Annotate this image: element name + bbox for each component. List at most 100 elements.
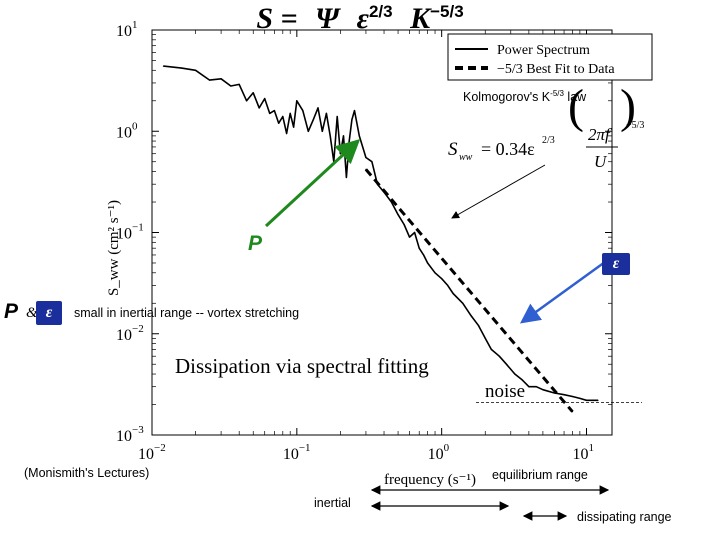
spectrum-point <box>296 100 298 102</box>
spectrum-point <box>418 247 420 249</box>
spectrum-point <box>342 135 345 137</box>
x-tick-label: 100 <box>428 442 450 463</box>
title-k: K <box>410 2 431 35</box>
formula-den: U <box>594 152 608 171</box>
spectrum-point <box>321 130 323 132</box>
spectrum-point <box>514 373 516 375</box>
spectrum-point <box>252 92 254 94</box>
legend: Power Spectrum −5/3 Best Fit to Data <box>447 33 653 81</box>
dissipating-label: dissipating range <box>577 510 672 524</box>
spectrum-point <box>478 325 480 327</box>
spectrum-point <box>181 67 183 69</box>
spectrum-point <box>273 110 275 112</box>
spectrum-point <box>329 135 331 137</box>
legend-label-fit: −5/3 Best Fit to Data <box>497 62 615 77</box>
spectrum-point <box>365 156 367 159</box>
spectrum-point <box>371 161 373 163</box>
spectrum-point <box>403 223 405 226</box>
spectrum-point <box>408 236 411 238</box>
spectrum-point <box>528 386 530 388</box>
spectrum-point <box>286 132 288 135</box>
equilibrium-label: equilibrium range <box>492 468 588 482</box>
series-group <box>162 65 599 413</box>
spectrum-point <box>348 140 350 142</box>
legend-box <box>447 33 653 81</box>
blue-arrow <box>519 260 606 324</box>
spectrum-point <box>325 112 327 114</box>
spectrum-point <box>462 302 464 304</box>
spectrum-point <box>302 110 304 112</box>
spectrum-point <box>339 153 341 155</box>
spectrum-point <box>258 107 260 109</box>
spectrum-point <box>447 284 449 286</box>
spectrum-point <box>312 119 314 121</box>
spectrum-point <box>579 397 581 399</box>
inertial-label: inertial <box>314 496 351 510</box>
kolmogorov-base: Kolmogorov's K <box>463 90 551 105</box>
x-tick-label: 10−1 <box>283 442 311 463</box>
spectrum-point <box>195 69 197 71</box>
formula-paren-right: ) <box>620 80 636 133</box>
spectrum-point <box>246 100 248 102</box>
kolmogorov-exp: -5/3 <box>550 89 564 98</box>
spectrum-point <box>209 79 211 81</box>
spectrum-point <box>434 272 436 274</box>
spectrum-point <box>490 348 492 350</box>
formula-outer-exp: −5/3 <box>626 120 644 131</box>
kolmogorov-tail: law <box>563 90 587 105</box>
spectrum-point <box>571 395 574 398</box>
spectrum-point <box>441 278 443 280</box>
eps-badge-right: ε <box>602 253 630 275</box>
spectrum-point <box>521 379 523 381</box>
spectrum-point <box>345 176 347 178</box>
title-eq: = <box>280 2 298 35</box>
x-tick-label: 101 <box>572 442 594 463</box>
spectrum-point <box>542 389 544 391</box>
spectrum-point <box>414 231 416 234</box>
black-arrow-to-fit <box>451 164 546 219</box>
legend-label-power: Power Spectrum <box>497 43 590 58</box>
spectrum-point <box>563 394 565 396</box>
spectrum-point <box>278 122 280 124</box>
fit-point <box>571 411 574 413</box>
series-fit-line <box>364 168 574 413</box>
title-eps: ε <box>356 2 369 35</box>
source-note: (Monismith's Lectures) <box>24 466 150 480</box>
x-tick-label: 10−2 <box>138 442 166 463</box>
x-axis-label: frequency (s⁻¹) <box>384 472 476 488</box>
fit-point <box>365 168 367 170</box>
spectrum-point <box>162 65 165 67</box>
dissipation-text: Dissipation via spectral fitting <box>175 354 429 378</box>
spectrum-point <box>351 119 353 121</box>
spectrum-point <box>307 130 309 132</box>
spectrum-point <box>423 254 425 256</box>
y-tick-label: 100 <box>116 120 138 141</box>
spectrum-point <box>282 115 284 118</box>
formula-exp: 2/3 <box>542 135 555 146</box>
kolmogorov-formula: S ww = 0.34ε 2/3 ( 2πf U ) −5/3 <box>448 80 644 171</box>
p-left-label: P <box>4 300 19 323</box>
spectrum-point <box>452 292 454 295</box>
noise-text: noise <box>485 381 525 402</box>
spectrum-point <box>585 399 588 401</box>
spectrum-point <box>269 112 271 114</box>
eps-badge-left: ε <box>36 301 62 325</box>
spectrum-point <box>427 262 429 264</box>
spectrum-point <box>597 399 599 401</box>
formula-paren-left: ( <box>568 80 584 133</box>
spectrum-point <box>498 355 500 357</box>
formula-num: 2πf <box>588 125 612 144</box>
inertial-note: small in inertial range -- vortex stretc… <box>74 306 300 320</box>
p-green-label: P <box>248 232 263 255</box>
ampersand: & <box>26 305 38 321</box>
spectrum-point <box>358 135 360 137</box>
title-exp2: −5/3 <box>430 2 464 21</box>
y-tick-label: 101 <box>116 19 138 40</box>
spectrum-point <box>484 337 486 339</box>
spectrum-point <box>220 78 222 80</box>
spectrum-point <box>238 83 240 85</box>
y-axis-label: S_ww (cm² s⁻¹) <box>106 200 122 296</box>
spectrum-point <box>317 107 319 109</box>
title-exp1: 2/3 <box>368 2 393 21</box>
